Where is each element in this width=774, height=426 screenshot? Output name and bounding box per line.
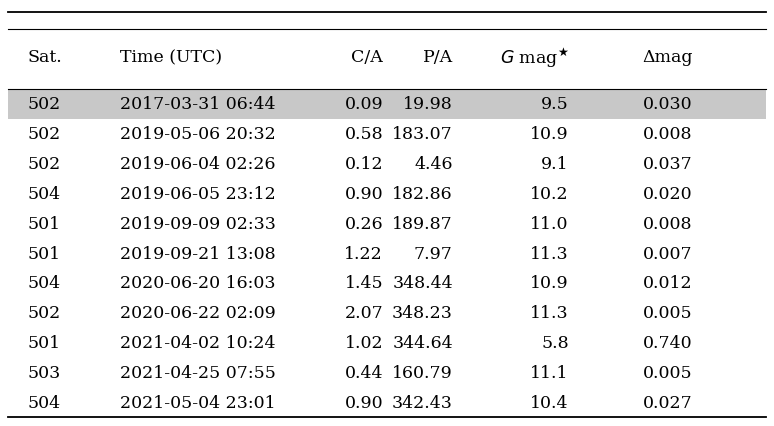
Text: 1.22: 1.22: [344, 245, 383, 262]
Text: 0.008: 0.008: [643, 126, 693, 143]
Text: 2021-04-25 07:55: 2021-04-25 07:55: [120, 364, 276, 381]
Text: 0.09: 0.09: [344, 96, 383, 113]
Text: 2021-05-04 23:01: 2021-05-04 23:01: [120, 394, 276, 411]
Text: 0.26: 0.26: [344, 215, 383, 232]
Text: 0.58: 0.58: [344, 126, 383, 143]
Text: 0.90: 0.90: [344, 185, 383, 202]
Text: 0.037: 0.037: [643, 155, 693, 173]
Text: 0.740: 0.740: [643, 334, 693, 351]
Text: 342.43: 342.43: [392, 394, 453, 411]
Text: P/A: P/A: [423, 49, 453, 66]
Text: 2019-06-04 02:26: 2019-06-04 02:26: [120, 155, 276, 173]
Text: 0.030: 0.030: [643, 96, 693, 113]
Text: 11.1: 11.1: [530, 364, 569, 381]
Text: 189.87: 189.87: [392, 215, 453, 232]
Text: 348.23: 348.23: [392, 305, 453, 322]
Text: 4.46: 4.46: [414, 155, 453, 173]
Text: 11.3: 11.3: [530, 305, 569, 322]
Text: Δmag: Δmag: [642, 49, 693, 66]
Text: 2019-06-05 23:12: 2019-06-05 23:12: [120, 185, 276, 202]
Text: 0.12: 0.12: [344, 155, 383, 173]
Text: 502: 502: [27, 126, 60, 143]
Text: Sat.: Sat.: [27, 49, 62, 66]
Text: 11.0: 11.0: [530, 215, 569, 232]
Text: 504: 504: [27, 275, 60, 292]
Text: 10.9: 10.9: [530, 275, 569, 292]
Text: Time (UTC): Time (UTC): [120, 49, 222, 66]
Text: 503: 503: [27, 364, 60, 381]
Text: 504: 504: [27, 185, 60, 202]
Text: 2020-06-20 16:03: 2020-06-20 16:03: [120, 275, 276, 292]
Text: C/A: C/A: [351, 49, 383, 66]
Text: 504: 504: [27, 394, 60, 411]
Text: 19.98: 19.98: [403, 96, 453, 113]
Text: 9.5: 9.5: [541, 96, 569, 113]
Text: 502: 502: [27, 96, 60, 113]
Text: 10.4: 10.4: [530, 394, 569, 411]
Text: 2019-09-21 13:08: 2019-09-21 13:08: [120, 245, 276, 262]
Text: 0.027: 0.027: [643, 394, 693, 411]
Text: 2020-06-22 02:09: 2020-06-22 02:09: [120, 305, 276, 322]
Text: 501: 501: [27, 245, 60, 262]
Text: 344.64: 344.64: [392, 334, 453, 351]
Text: 10.9: 10.9: [530, 126, 569, 143]
Text: $\mathit{G}$ mag$^\bigstar$: $\mathit{G}$ mag$^\bigstar$: [500, 46, 569, 69]
Text: 2019-09-09 02:33: 2019-09-09 02:33: [120, 215, 276, 232]
Text: 501: 501: [27, 334, 60, 351]
Text: 502: 502: [27, 305, 60, 322]
Text: 348.44: 348.44: [392, 275, 453, 292]
Text: 5.8: 5.8: [541, 334, 569, 351]
Text: 0.005: 0.005: [643, 305, 693, 322]
Text: 1.02: 1.02: [344, 334, 383, 351]
Text: 0.90: 0.90: [344, 394, 383, 411]
Text: 11.3: 11.3: [530, 245, 569, 262]
Text: 183.07: 183.07: [392, 126, 453, 143]
Text: 0.44: 0.44: [344, 364, 383, 381]
Text: 160.79: 160.79: [392, 364, 453, 381]
Text: 10.2: 10.2: [530, 185, 569, 202]
Text: 0.005: 0.005: [643, 364, 693, 381]
Text: 1.45: 1.45: [344, 275, 383, 292]
Text: 502: 502: [27, 155, 60, 173]
Text: 2.07: 2.07: [344, 305, 383, 322]
Text: 9.1: 9.1: [541, 155, 569, 173]
Text: 2019-05-06 20:32: 2019-05-06 20:32: [120, 126, 276, 143]
Text: 0.020: 0.020: [643, 185, 693, 202]
Text: 501: 501: [27, 215, 60, 232]
Text: 0.008: 0.008: [643, 215, 693, 232]
Text: 2021-04-02 10:24: 2021-04-02 10:24: [120, 334, 276, 351]
Text: 0.007: 0.007: [643, 245, 693, 262]
Text: 7.97: 7.97: [414, 245, 453, 262]
Bar: [8, 89, 766, 119]
Text: 0.012: 0.012: [643, 275, 693, 292]
Text: 182.86: 182.86: [392, 185, 453, 202]
Text: 2017-03-31 06:44: 2017-03-31 06:44: [120, 96, 276, 113]
